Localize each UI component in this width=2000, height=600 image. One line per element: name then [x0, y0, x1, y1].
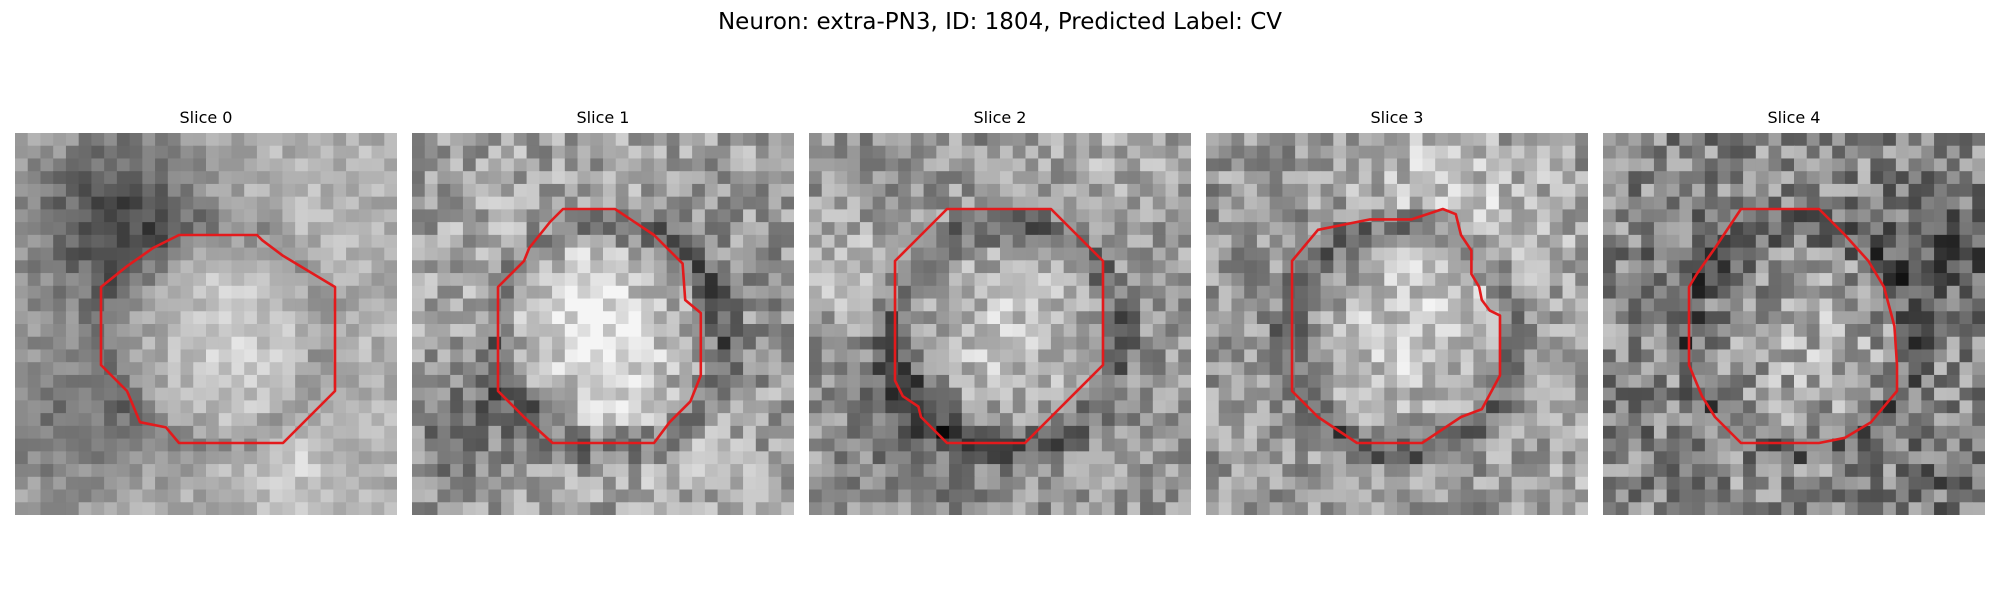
slice-panel-0: Slice 0 [15, 108, 397, 515]
slice-title: Slice 4 [1767, 108, 1821, 127]
slice-panel-2: Slice 2 [809, 108, 1191, 515]
slice-image [1206, 133, 1588, 515]
slice-title: Slice 3 [1370, 108, 1424, 127]
pixel-grid [412, 133, 794, 515]
slice-image [1603, 133, 1985, 515]
slice-title: Slice 0 [179, 108, 233, 127]
figure-title: Neuron: extra-PN3, ID: 1804, Predicted L… [717, 9, 1283, 35]
segmentation-contour [1290, 207, 1502, 445]
segmentation-contour [1687, 207, 1899, 445]
slice-title: Slice 2 [973, 108, 1027, 127]
slice-panel-1: Slice 1 [412, 108, 794, 515]
slice-image [15, 133, 397, 515]
slice-image [809, 133, 1191, 515]
pixel-grid [1206, 133, 1588, 515]
pixel-grid [15, 133, 397, 515]
slice-panel-3: Slice 3 [1206, 108, 1588, 515]
segmentation-contour [893, 207, 1105, 445]
segmentation-contour [99, 233, 337, 445]
slice-panel-4: Slice 4 [1603, 108, 1985, 515]
pixel-grid [1603, 133, 1985, 515]
slice-title: Slice 1 [576, 108, 630, 127]
pixel-grid [809, 133, 1191, 515]
slice-image [412, 133, 794, 515]
segmentation-contour [496, 207, 703, 445]
